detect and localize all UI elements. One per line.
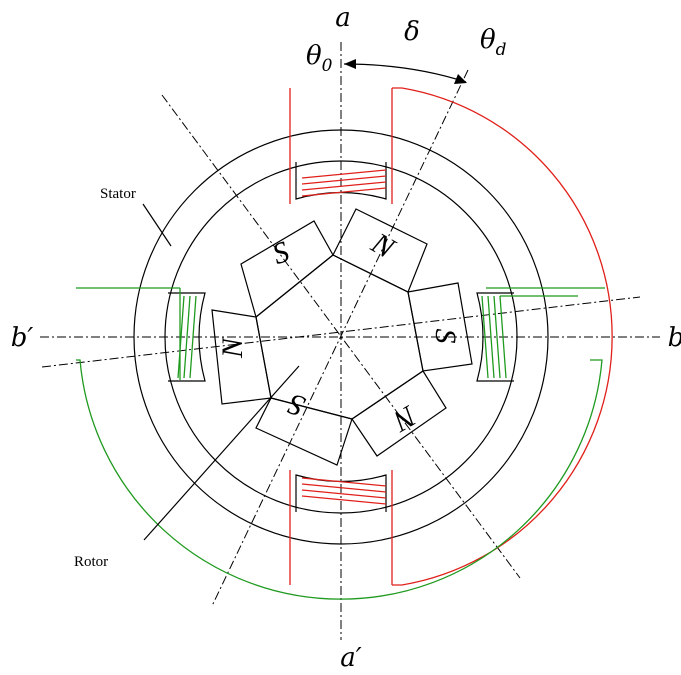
angle-label-theta-0: θ0	[306, 41, 333, 76]
stator-pole-left	[76, 287, 206, 382]
phase-b-return-wire	[76, 359, 603, 600]
stator-label: Stator	[100, 186, 136, 202]
angle-label-delta: δ	[404, 17, 420, 47]
axis-label-b: b	[668, 323, 681, 353]
angle-label-theta-d: θd	[480, 25, 507, 60]
rotor-pole-bottom-left	[255, 397, 353, 466]
rotor-pole-bottom-right	[351, 370, 447, 457]
stator-leader-line	[142, 203, 172, 247]
rotor-pole-top-left	[240, 220, 334, 319]
delta-arrow-right	[454, 74, 467, 84]
pole-letter-left: N	[216, 336, 249, 359]
axis-label-b-prime: b′	[11, 323, 34, 353]
axis-label-a: a	[335, 3, 351, 33]
stator-pole-right	[476, 287, 605, 382]
reference-axes	[40, 42, 660, 640]
delta-arrow-left	[344, 59, 356, 69]
pole-letter-top-right: N	[365, 226, 401, 266]
axis-theta-d-line	[211, 69, 469, 607]
stator-pole-bottom	[289, 470, 393, 585]
stator-pole-top	[289, 87, 402, 204]
pole-letter-top-left: S	[268, 235, 293, 271]
rotor-label: Rotor	[74, 554, 108, 570]
pole-letter-right: S	[429, 329, 462, 344]
delta-arc	[343, 63, 467, 83]
axis-label-a-prime: a′	[340, 643, 362, 673]
rotor-pole-left	[211, 309, 272, 405]
diagonal-line-1	[161, 94, 521, 579]
rotor-pole-top-right	[332, 208, 428, 293]
pole-letter-bottom-left: S	[284, 387, 309, 423]
diagonal-line-2	[41, 296, 641, 368]
rotor-leader-line	[143, 365, 300, 541]
rotor	[211, 208, 473, 466]
pole-letter-bottom-right: N	[386, 398, 422, 438]
rotor-pole-right	[407, 282, 473, 372]
